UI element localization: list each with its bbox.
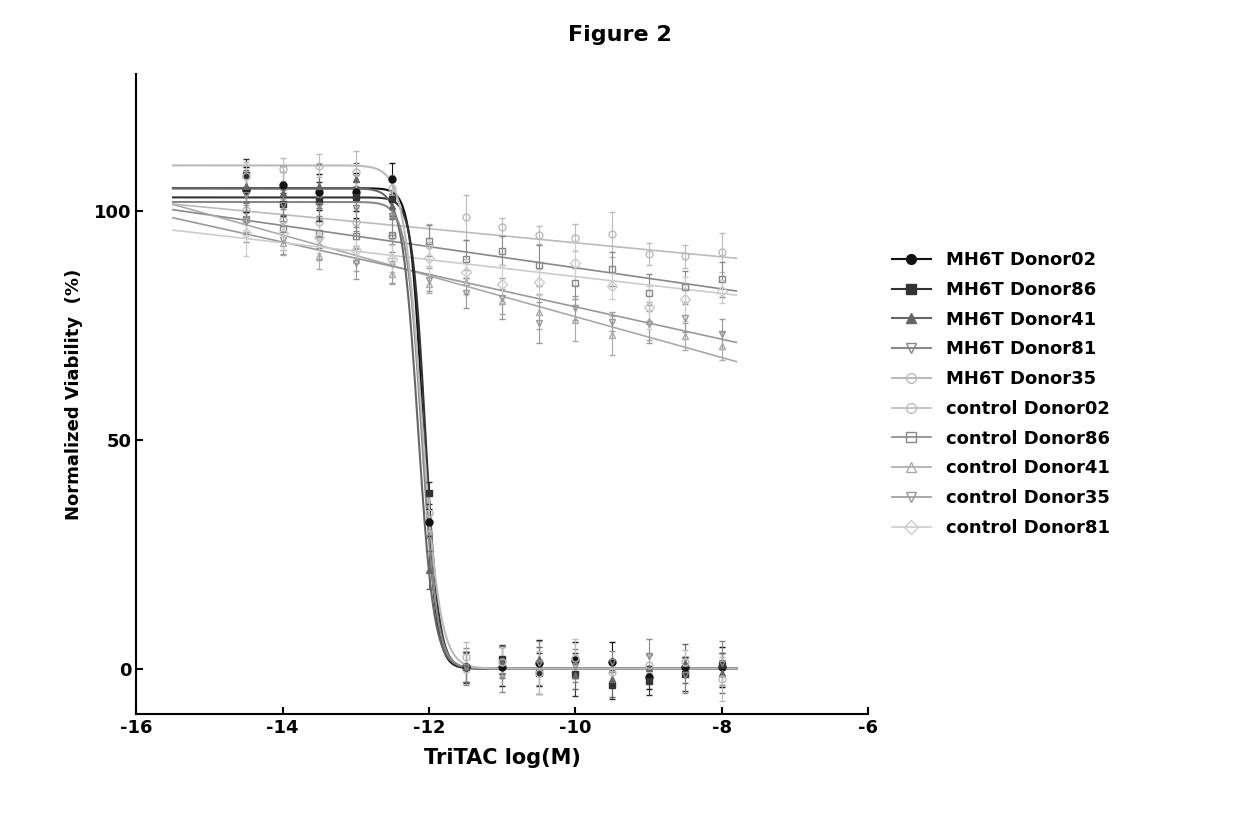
Text: Figure 2: Figure 2 [568,25,672,44]
Y-axis label: Normalized Viability  (%): Normalized Viability (%) [64,268,83,520]
Legend: MH6T Donor02, MH6T Donor86, MH6T Donor41, MH6T Donor81, MH6T Donor35, control Do: MH6T Donor02, MH6T Donor86, MH6T Donor41… [884,244,1117,544]
X-axis label: TriTAC log(M): TriTAC log(M) [424,748,580,768]
